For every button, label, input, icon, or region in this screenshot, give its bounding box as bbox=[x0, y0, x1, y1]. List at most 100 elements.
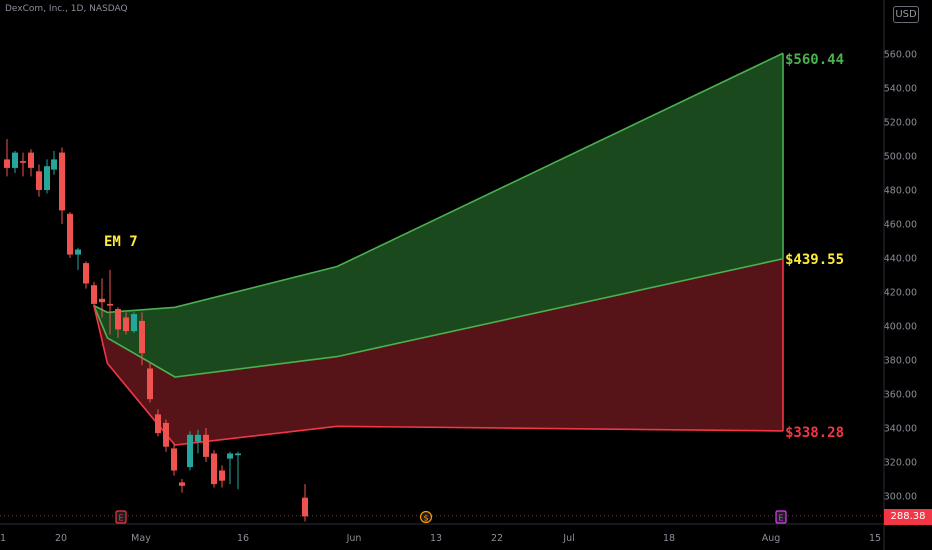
time-tick-label: 1 bbox=[0, 533, 6, 544]
candlestick bbox=[187, 431, 193, 471]
candlestick bbox=[91, 281, 97, 306]
upper-target-label: $560.44 bbox=[785, 52, 844, 68]
price-tick-label: 320.00 bbox=[884, 458, 917, 469]
candlestick bbox=[75, 247, 81, 270]
candle-body bbox=[139, 320, 145, 354]
candlesticks bbox=[4, 139, 308, 522]
earnings-icon bbox=[115, 510, 127, 524]
candlestick bbox=[163, 419, 169, 452]
candlestick bbox=[211, 450, 217, 488]
candle-body bbox=[12, 152, 18, 168]
candlestick bbox=[12, 150, 18, 173]
candle-body bbox=[227, 453, 233, 459]
dividend-icon bbox=[419, 510, 433, 524]
candle-body bbox=[163, 422, 169, 447]
price-tick-label: 300.00 bbox=[884, 492, 917, 503]
candle-body bbox=[155, 414, 161, 434]
candlestick bbox=[227, 451, 233, 485]
candle-body bbox=[195, 434, 201, 442]
candlestick bbox=[123, 312, 129, 335]
candlestick bbox=[219, 465, 225, 488]
price-tick-label: 500.00 bbox=[884, 152, 917, 163]
event-letter: $ bbox=[423, 514, 428, 523]
event-marker-dividend: $ bbox=[419, 510, 433, 524]
candle-body bbox=[115, 309, 121, 330]
candlestick bbox=[44, 159, 50, 194]
time-tick-label: 20 bbox=[55, 533, 67, 544]
candle-body bbox=[83, 263, 89, 284]
candle-body bbox=[123, 317, 129, 332]
price-tick-label: 380.00 bbox=[884, 356, 917, 367]
price-tick-label: 400.00 bbox=[884, 322, 917, 333]
mid-target-label: $439.55 bbox=[785, 252, 844, 268]
price-tick-label: 480.00 bbox=[884, 186, 917, 197]
lower-band-line bbox=[93, 305, 784, 446]
price-tick-label: 360.00 bbox=[884, 390, 917, 401]
time-tick-label: 22 bbox=[491, 533, 503, 544]
time-tick-label: 15 bbox=[869, 533, 881, 544]
candlestick bbox=[179, 479, 185, 493]
candlestick bbox=[59, 147, 65, 224]
time-tick-label: May bbox=[131, 533, 151, 544]
time-tick-label: Jun bbox=[346, 533, 362, 544]
candle-body bbox=[187, 434, 193, 468]
price-tick-label: 460.00 bbox=[884, 220, 917, 231]
em-label: EM 7 bbox=[104, 234, 138, 250]
time-axis-labels: 1 20 May 16 Jun 13 22 Jul 18 Aug 15 bbox=[0, 533, 881, 544]
candle-body bbox=[44, 166, 50, 190]
price-axis-ticks: 560.00 540.00 520.00 500.00 480.00 460.00 440.… bbox=[884, 50, 917, 503]
candle-body bbox=[131, 314, 137, 332]
candle-body bbox=[36, 171, 42, 190]
event-markers: E $ E bbox=[115, 510, 787, 524]
candle-body bbox=[91, 285, 97, 304]
time-tick-label: 13 bbox=[430, 533, 442, 544]
time-tick-label: 16 bbox=[237, 533, 249, 544]
earnings-icon bbox=[775, 510, 787, 524]
expected-move-lines bbox=[93, 52, 784, 446]
candlestick bbox=[171, 443, 177, 476]
symbol-title: DexCom, Inc., 1D, NASDAQ bbox=[5, 4, 128, 14]
candle-body bbox=[171, 448, 177, 471]
candlestick bbox=[235, 451, 241, 490]
candle-body bbox=[28, 152, 34, 168]
event-marker-earnings-upcoming: E bbox=[775, 510, 787, 524]
middle-band-line bbox=[93, 257, 784, 378]
candle-body bbox=[211, 453, 217, 485]
candlestick bbox=[83, 261, 89, 289]
event-letter: E bbox=[118, 514, 123, 523]
event-marker-earnings: E bbox=[115, 510, 127, 524]
candlestick bbox=[139, 312, 145, 366]
upper-band-line bbox=[93, 52, 784, 314]
candle-body bbox=[219, 470, 225, 481]
candle-body bbox=[235, 453, 241, 456]
candlestick bbox=[203, 428, 209, 462]
candlestick bbox=[107, 269, 113, 335]
candle-body bbox=[302, 497, 308, 517]
candlestick bbox=[302, 484, 308, 522]
candlestick bbox=[155, 409, 161, 437]
lower-band-fill bbox=[93, 258, 783, 445]
lower-target-label: $338.28 bbox=[785, 425, 844, 441]
candle-body bbox=[147, 368, 153, 400]
candlestick bbox=[28, 149, 34, 177]
last-price-tag: 288.38 bbox=[884, 509, 932, 525]
candle-body bbox=[99, 298, 105, 303]
time-tick-label: Aug bbox=[762, 533, 781, 544]
candle-body bbox=[4, 159, 10, 168]
candle-body bbox=[179, 482, 185, 486]
candlestick bbox=[67, 212, 73, 258]
candle-body bbox=[67, 213, 73, 255]
candlestick bbox=[115, 307, 121, 338]
candle-body bbox=[203, 434, 209, 457]
candlestick bbox=[147, 363, 153, 403]
candlestick bbox=[195, 429, 201, 454]
candlestick bbox=[36, 164, 42, 197]
candle-body bbox=[107, 303, 113, 306]
price-tick-label: 440.00 bbox=[884, 254, 917, 265]
currency-badge[interactable]: USD bbox=[893, 6, 919, 23]
price-tick-label: 340.00 bbox=[884, 424, 917, 435]
price-tick-label: 540.00 bbox=[884, 84, 917, 95]
price-tick-label: 420.00 bbox=[884, 288, 917, 299]
price-tick-label: 520.00 bbox=[884, 118, 917, 129]
